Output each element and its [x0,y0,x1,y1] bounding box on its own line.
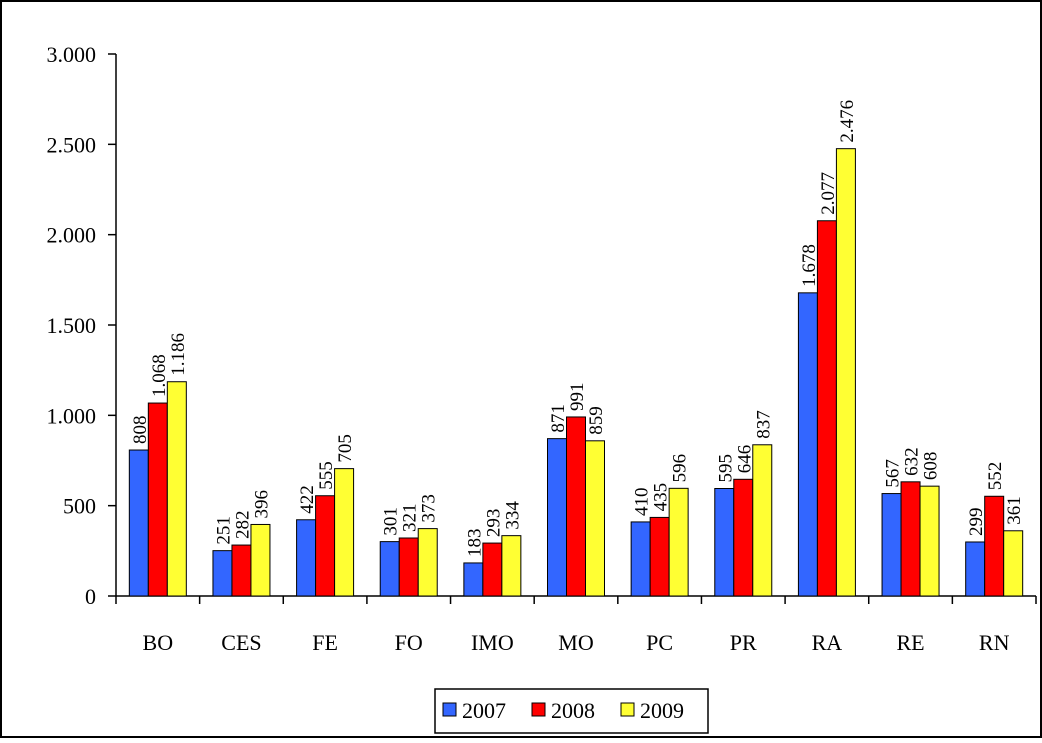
bar [984,495,1005,597]
bar [166,381,187,597]
data-label: 2.476 [837,100,858,143]
data-label: 282 [232,511,253,540]
data-label: 396 [251,490,272,519]
data-label: 837 [753,410,774,439]
bar [585,440,605,597]
bar [835,148,856,597]
bar [965,541,986,597]
bar [315,495,336,597]
bar [900,481,921,597]
bar [649,516,670,597]
data-label: 1.678 [799,244,820,287]
y-tick-label: 1.500 [47,313,97,338]
bar [816,220,837,597]
data-label: 646 [734,445,755,474]
plot-area: 0 500 1.000 1.500 2.000 2.500 3.000 808 1.0681.1… [47,42,1037,655]
legend-swatch [442,702,457,717]
category-label: RA [812,630,843,655]
bar [482,542,503,597]
data-label: 334 [502,501,523,530]
data-label: 596 [670,454,691,483]
data-label: 183 [464,528,485,557]
y-tick-label: 0 [85,584,96,609]
bar [296,519,317,597]
bar [547,438,567,597]
bar [250,523,271,597]
bar [501,535,522,597]
y-tick-label: 2.500 [47,132,97,157]
data-label: 361 [1004,496,1025,525]
bar [797,292,818,597]
category-label: CES [221,630,261,655]
legend: 2007 2008 2009 [434,688,709,734]
category-label: PC [646,630,673,655]
category-label: FE [312,630,338,655]
data-label: 2.077 [818,172,839,215]
y-tick-label: 1.000 [47,403,97,428]
category-label: FO [395,630,423,655]
category-label: MO [558,630,593,655]
data-label: 555 [316,461,337,490]
data-label: 859 [586,406,607,435]
data-label: 608 [921,452,942,481]
category-label: IMO [471,630,514,655]
bar [566,416,586,597]
bar [128,449,149,597]
data-label: 422 [297,485,318,514]
y-tick-label: 3.000 [47,42,97,67]
data-label: 871 [548,404,569,433]
bar [668,487,689,597]
data-label: 435 [651,483,672,512]
data-label: 705 [335,434,356,463]
bar [919,485,940,597]
legend-label: 2009 [640,698,684,723]
bar [463,562,484,597]
data-label: 808 [130,416,151,445]
legend-swatch [531,702,546,717]
bar [733,478,754,597]
bar [212,550,233,597]
data-label: 991 [567,382,588,411]
data-label: 373 [419,494,440,523]
data-label: 552 [985,462,1006,491]
data-label: 410 [632,487,653,516]
data-label: 293 [483,509,504,538]
data-label: 1.068 [149,354,170,397]
category-label: RN [979,630,1010,655]
data-label: 299 [966,507,987,536]
data-label: 595 [715,454,736,483]
bar [630,521,651,597]
data-label: 1.186 [168,333,189,376]
category-label: BO [143,630,174,655]
bar [334,468,355,597]
y-tick-label: 500 [63,494,96,519]
bar [231,544,252,597]
bar [714,488,735,597]
data-label: 321 [400,504,421,533]
bar [398,537,419,597]
bar [1003,530,1024,597]
data-label: 251 [213,516,234,545]
legend-box [434,688,709,734]
data-label: 567 [883,459,904,488]
legend-label: 2008 [551,698,595,723]
bar [752,444,773,597]
bar [881,493,902,597]
data-label: 632 [902,447,923,476]
data-label: 301 [381,507,402,536]
legend-label: 2007 [462,698,506,723]
legend-swatch [620,702,635,717]
bar [147,402,168,597]
bar [417,528,438,597]
y-tick-label: 2.000 [47,223,97,248]
category-label: PR [730,630,757,655]
bar [379,541,400,597]
category-label: RE [896,630,924,655]
